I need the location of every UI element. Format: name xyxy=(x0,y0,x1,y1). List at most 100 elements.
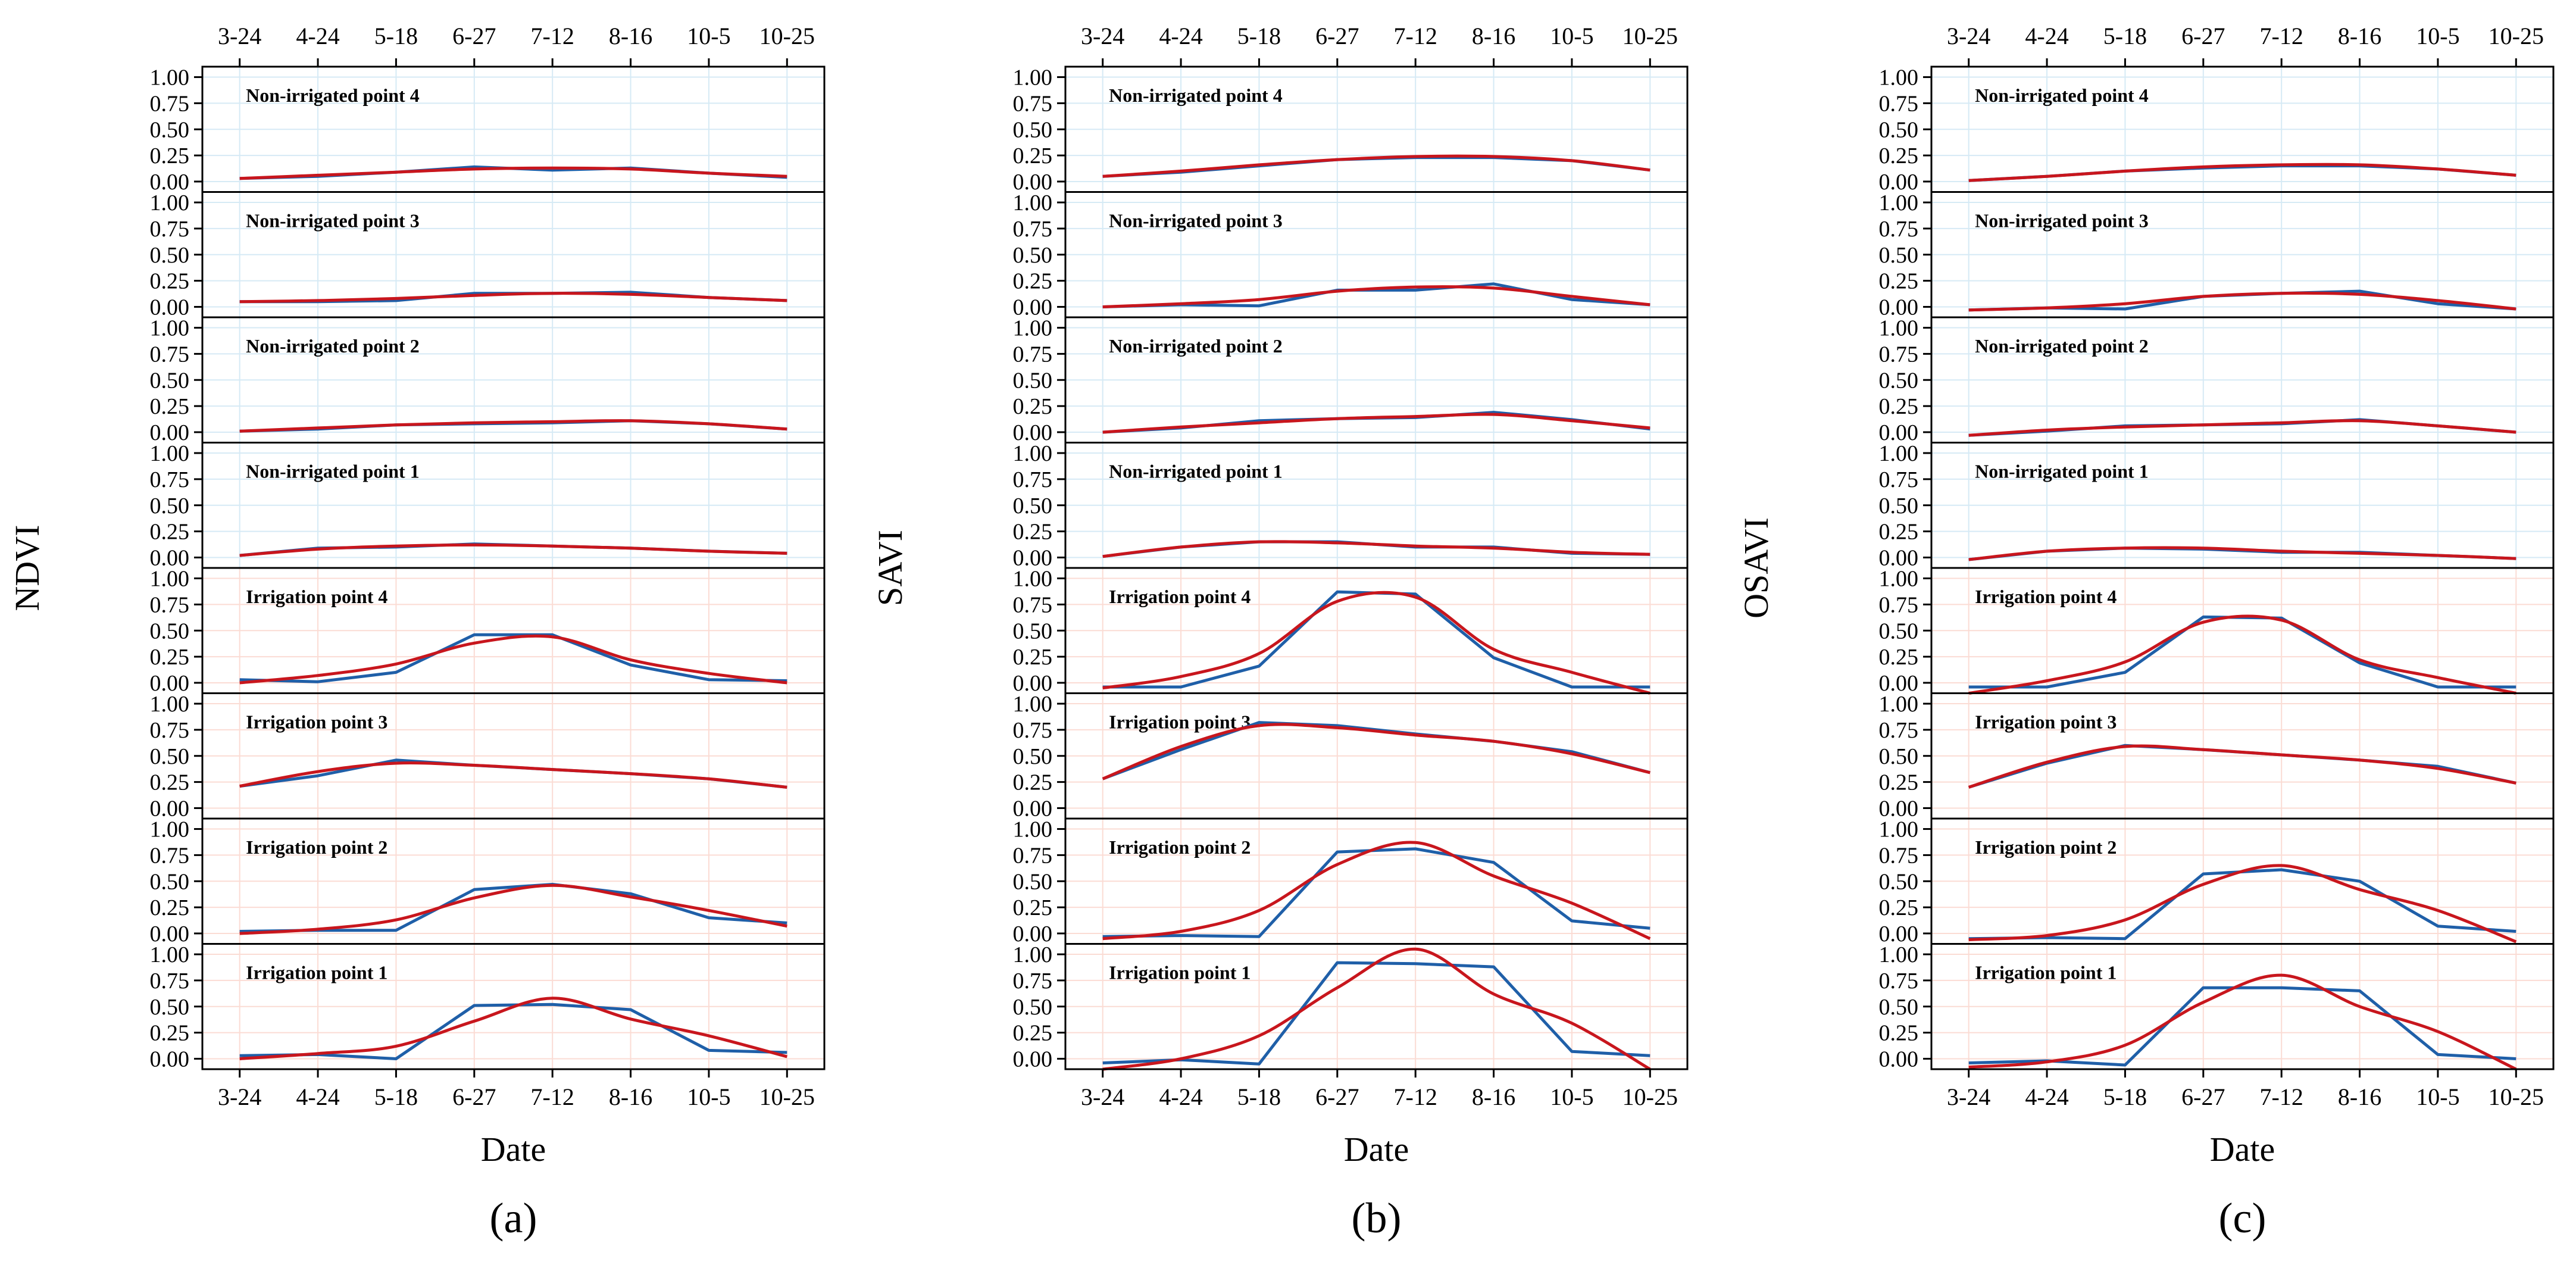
panel-1: 0.000.250.500.751.00 Non-irrigated point … xyxy=(1879,65,2555,195)
observed-series-line xyxy=(1968,868,2516,941)
y-tick-label: 1.00 xyxy=(1879,692,1919,717)
y-tick-label: 1.00 xyxy=(1013,567,1053,592)
panel-7: 0.000.250.500.751.00 Irrigation point 2 xyxy=(1013,817,1689,947)
x-tick-label-top: 8-16 xyxy=(1472,23,1515,49)
panel-label: Irrigation point 1 xyxy=(246,961,387,983)
observed-series-line xyxy=(1102,847,1650,938)
fitted-series-curve xyxy=(1102,154,1650,178)
panel-label: Irrigation point 1 xyxy=(1109,961,1251,983)
fitted-series-curve xyxy=(1968,419,2516,437)
panel-4: 0.000.250.500.751.00 Non-irrigated point … xyxy=(1879,441,2555,570)
y-tick-label: 0.25 xyxy=(150,143,190,168)
y-tick-label: 0.75 xyxy=(1013,969,1053,994)
y-tick-label: 0.00 xyxy=(150,1047,190,1072)
x-tick-label-top: 5-18 xyxy=(2103,23,2147,49)
panel-7: 0.000.250.500.751.00 Irrigation point 2 xyxy=(1879,817,2555,947)
y-tick-label: 1.00 xyxy=(1879,316,1919,341)
fitted-series-curve xyxy=(1102,285,1650,308)
fitted-series-curve xyxy=(239,883,787,935)
y-tick-label: 0.50 xyxy=(150,368,190,393)
panel-8: 0.000.250.500.751.00 Irrigation point 1 xyxy=(1013,942,1689,1072)
y-tick-label: 0.00 xyxy=(1013,1047,1053,1072)
x-tick-label-bottom: 4-24 xyxy=(1159,1083,1202,1110)
y-tick-label: 0.50 xyxy=(1879,368,1919,393)
x-tick-label-top: 10-5 xyxy=(687,23,730,49)
x-tick-label-bottom: 3-24 xyxy=(1081,1083,1124,1110)
y-tick-label: 0.50 xyxy=(1013,117,1053,142)
fitted-series-curve xyxy=(239,166,787,180)
y-tick-label: 0.75 xyxy=(1879,592,1919,617)
x-tick-label-top: 3-24 xyxy=(218,23,261,49)
observed-series-line xyxy=(239,758,787,789)
x-tick-label-bottom: 3-24 xyxy=(1947,1083,1990,1110)
y-tick-label: 0.50 xyxy=(1879,494,1919,519)
panel-label: Irrigation point 2 xyxy=(1975,836,2117,858)
x-tick-label-top: 8-16 xyxy=(609,23,652,49)
x-tick-label-top: 3-24 xyxy=(1081,23,1124,49)
y-tick-label: 0.00 xyxy=(1879,796,1919,821)
y-tick-label: 0.25 xyxy=(1879,394,1919,419)
x-axis-label: Date xyxy=(481,1130,546,1169)
fitted-series-curve xyxy=(239,419,787,433)
y-tick-label: 1.00 xyxy=(150,817,190,842)
observed-series-line xyxy=(1102,282,1650,308)
x-tick-label-bottom: 10-25 xyxy=(759,1083,815,1110)
y-tick-label: 0.00 xyxy=(1013,170,1053,195)
x-tick-label-bottom: 5-18 xyxy=(374,1083,418,1110)
panel-label: Irrigation point 1 xyxy=(1975,961,2117,983)
y-tick-label: 0.75 xyxy=(1013,592,1053,617)
y-tick-label: 1.00 xyxy=(1013,692,1053,717)
y-tick-label: 0.50 xyxy=(1013,243,1053,268)
y-tick-label: 0.75 xyxy=(150,718,190,743)
subfigure-caption: (b) xyxy=(1352,1194,1402,1242)
y-tick-label: 0.75 xyxy=(150,342,190,367)
y-tick-label: 0.50 xyxy=(150,494,190,519)
y-tick-label: 1.00 xyxy=(150,441,190,466)
panel-6: 0.000.250.500.751.00 Irrigation point 3 xyxy=(1013,692,1689,821)
y-tick-label: 0.00 xyxy=(150,295,190,320)
y-tick-label: 0.50 xyxy=(150,869,190,894)
x-tick-label-top: 6-27 xyxy=(1315,23,1359,49)
y-tick-label: 0.75 xyxy=(150,91,190,116)
y-axis-label: OSAVI xyxy=(1737,517,1775,619)
panel-label: Non-irrigated point 3 xyxy=(1975,210,2149,231)
panel-frame xyxy=(1930,943,2555,1070)
x-axis-label: Date xyxy=(2210,1130,2275,1169)
observed-series-line xyxy=(1102,411,1650,434)
y-axis-label: SAVI xyxy=(871,530,909,606)
y-tick-label: 0.00 xyxy=(1013,671,1053,696)
y-tick-label: 0.00 xyxy=(150,420,190,445)
y-tick-label: 1.00 xyxy=(1879,65,1919,90)
panel-label: Non-irrigated point 4 xyxy=(246,85,420,106)
panel-label: Irrigation point 4 xyxy=(246,586,387,607)
fitted-series-curve xyxy=(1968,291,2516,312)
y-tick-label: 0.50 xyxy=(150,117,190,142)
x-tick-label-top: 10-25 xyxy=(759,23,815,49)
y-tick-label: 0.75 xyxy=(1879,467,1919,492)
y-tick-label: 0.00 xyxy=(1013,295,1053,320)
panel-label: Irrigation point 4 xyxy=(1975,586,2117,607)
y-tick-label: 0.00 xyxy=(1013,796,1053,821)
x-tick-label-bottom: 7-12 xyxy=(2260,1083,2303,1110)
y-tick-label: 0.50 xyxy=(1013,995,1053,1020)
panel-label: Non-irrigated point 4 xyxy=(1109,85,1283,106)
panel-8: 0.000.250.500.751.00 Irrigation point 1 xyxy=(1879,942,2555,1072)
y-tick-label: 0.75 xyxy=(1879,843,1919,868)
y-tick-label: 0.25 xyxy=(1879,895,1919,920)
fitted-series-curve xyxy=(239,292,787,304)
x-tick-label-bottom: 8-16 xyxy=(609,1083,652,1110)
x-tick-label-top: 4-24 xyxy=(2025,23,2068,49)
panel-label: Irrigation point 2 xyxy=(1109,836,1251,858)
x-tick-label-bottom: 7-12 xyxy=(531,1083,574,1110)
x-tick-label-top: 6-27 xyxy=(2181,23,2225,49)
y-tick-label: 1.00 xyxy=(150,942,190,967)
y-tick-label: 1.00 xyxy=(1879,441,1919,466)
y-tick-label: 0.75 xyxy=(150,592,190,617)
panel-frame xyxy=(201,943,826,1070)
y-tick-label: 1.00 xyxy=(1013,441,1053,466)
panel-frame xyxy=(1064,943,1689,1070)
observed-series-line xyxy=(239,883,787,933)
fitted-series-curve xyxy=(239,543,787,557)
x-tick-label-bottom: 7-12 xyxy=(1394,1083,1437,1110)
